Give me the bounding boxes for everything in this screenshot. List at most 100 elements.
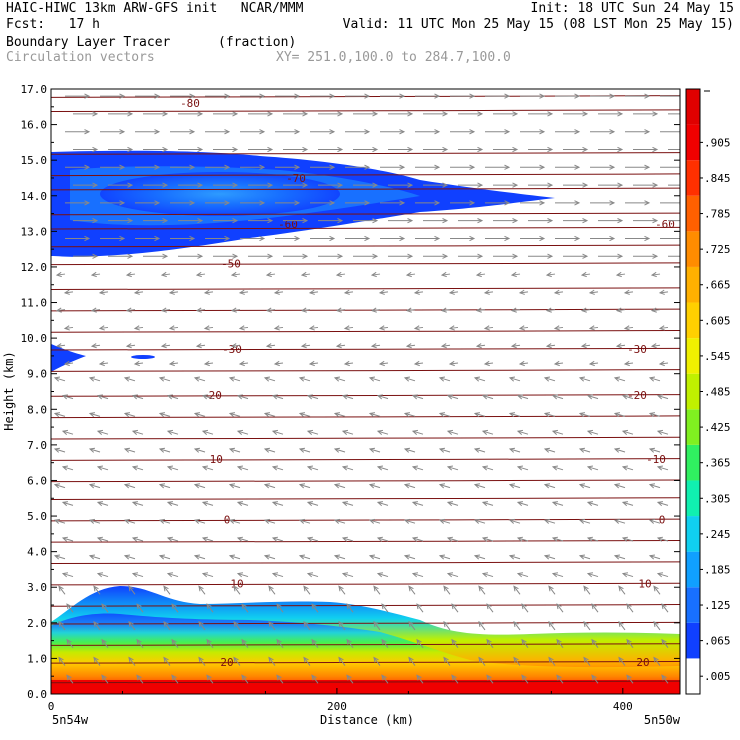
circulation-vector [408,585,416,595]
circulation-vector [516,394,529,400]
circulation-vector [613,554,626,560]
header-line1-left: HAIC-HIWC 13km ARW-GFS init NCAR/MMM [6,1,304,16]
circulation-vector [276,638,284,649]
circulation-vector [143,146,169,153]
circulation-vector [341,394,354,400]
circulation-vector [335,307,346,313]
circulation-vector [633,253,659,259]
circulation-vector [650,271,661,278]
circulation-vector [108,182,134,188]
circulation-vector [548,585,556,595]
circulation-vector [73,146,99,153]
circulation-vector [263,483,276,489]
circulation-vector [135,200,161,206]
circulation-vector [563,218,589,224]
circulation-vector [486,638,494,649]
circulation-vector [233,656,241,666]
circulation-vector [590,129,616,135]
circulation-vector [458,111,484,117]
circulation-vector [88,376,101,382]
circulation-vector [303,656,311,666]
circulation-vector [591,603,599,613]
vector-field-name: Circulation vectors [6,50,155,65]
circulation-vector [485,235,511,242]
circulation-vector [133,289,144,295]
circulation-vector [625,200,651,206]
circulation-vector [626,603,634,613]
circulation-vector [551,572,564,578]
circulation-vector [656,465,669,471]
circulation-vector [65,93,91,99]
circulation-vector [241,638,249,649]
circulation-vector [341,429,354,435]
circulation-vector [368,447,381,453]
circulation-vector [306,501,319,507]
circulation-vector [376,572,389,578]
circulation-vector [100,164,126,170]
colorbar-label: .785 [704,208,731,221]
circulation-vector [586,429,599,435]
circulation-vector [168,289,179,295]
circulation-vector [516,465,529,471]
circulation-vector [238,360,249,367]
circulation-vector [100,235,126,242]
circulation-vector [633,182,659,188]
circulation-vector [583,621,591,631]
circulation-vector [668,255,680,257]
circulation-vector [136,638,144,649]
circulation-vector [303,621,311,631]
circulation-vector [108,146,134,153]
circulation-vector [438,376,451,382]
circulation-vector [240,164,266,170]
y-tick-label: 11.0 [21,297,48,310]
circulation-vector [403,518,416,524]
circulation-vector [590,200,616,206]
circulation-vector [228,447,241,453]
circulation-vector [580,307,591,313]
circulation-vector [236,572,249,578]
circulation-vector [346,603,354,613]
circulation-vector [58,585,66,595]
circulation-vector [405,307,416,313]
circulation-vector [543,412,556,418]
colorbar-label: .005 [704,670,731,683]
circulation-vector [236,465,249,471]
circulation-vector [275,200,301,206]
circulation-vector [625,164,651,170]
circulation-vector [53,483,66,489]
circulation-vector [618,585,626,595]
circulation-vector [598,253,624,259]
circulation-vector [553,289,564,295]
y-tick-label: 8.0 [27,403,47,416]
circulation-vector [583,585,591,595]
circulation-vector [380,129,406,135]
y-axis-label: Height (km) [2,351,16,430]
circulation-vector [143,182,169,188]
circulation-vector [198,656,206,666]
circulation-vector [368,554,381,560]
temperature-contour-line [51,415,680,419]
colorbar-label: .845 [704,172,731,185]
circulation-vector [96,501,109,507]
circulation-vector [98,360,109,367]
circulation-vector [335,271,346,278]
circulation-vector [543,483,556,489]
circulation-vector [333,518,346,524]
temperature-contour-line [51,226,680,230]
circulation-vector [450,164,476,170]
circulation-vector [483,325,494,331]
circulation-vector [615,271,626,278]
cross-section-xy: XY= 251.0,100.0 to 284.7,100.0 [276,50,511,65]
circulation-vector [528,253,554,259]
circulation-vector [273,325,284,331]
circulation-vector [236,394,249,400]
circulation-vector [318,253,344,259]
circulation-vector [598,111,624,117]
circulation-vector [353,253,379,259]
circulation-vector [373,621,381,631]
upper-tracer-plume-core [100,172,340,216]
circulation-vector [63,325,74,331]
circulation-vector [586,394,599,400]
header-line1-right: Init: 18 UTC Sun 24 May 15 [530,1,735,16]
circulation-vector [233,621,241,631]
